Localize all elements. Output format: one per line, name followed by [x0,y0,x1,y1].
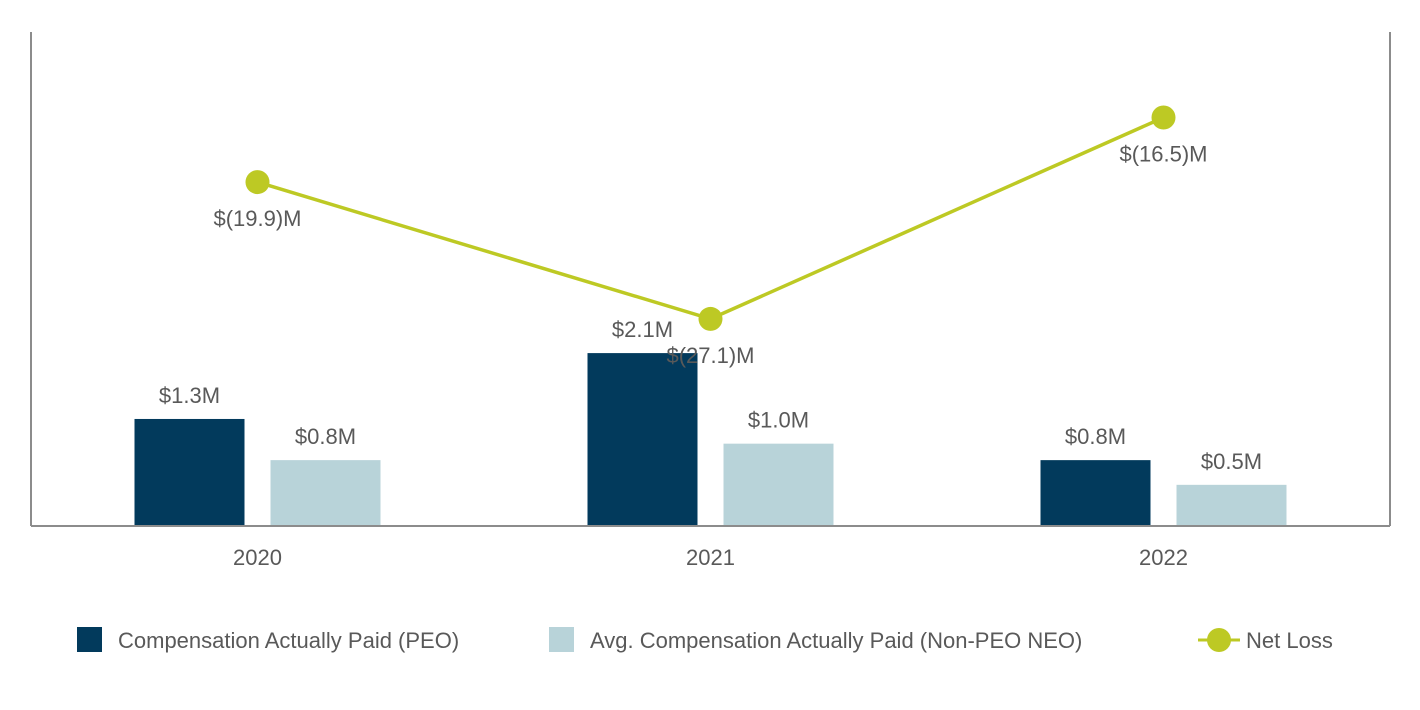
axes [30,32,1391,527]
x-tick-2021: 2021 [686,545,735,570]
legend-marker-net-loss [1207,628,1231,652]
legend-label-non-peo: Avg. Compensation Actually Paid (Non-PEO… [590,628,1082,653]
x-tick-2020: 2020 [233,545,282,570]
legend-label-peo: Compensation Actually Paid (PEO) [118,628,459,653]
net-loss-point-2022 [1151,105,1176,130]
bar-peo-2022 [1040,460,1151,526]
bar-label-peo-2021: $2.1M [612,317,673,342]
bar-peo-2021 [587,353,698,526]
line-layer: $(19.9)M $(27.1)M $(16.5)M [213,105,1208,368]
bar-label-peo-2020: $1.3M [159,383,220,408]
net-loss-label-2022: $(16.5)M [1119,142,1207,167]
bar-label-non-peo-2022: $0.5M [1201,449,1262,474]
legend-label-net-loss: Net Loss [1246,628,1333,653]
bar-label-non-peo-2021: $1.0M [748,408,809,433]
bar-label-non-peo-2020: $0.8M [295,424,356,449]
bar-label-group: $1.3M $0.8M $2.1M $1.0M $0.8M $0.5M [159,317,1262,474]
bar-non-peo-2020 [270,460,381,526]
x-tick-labels: 2020 2021 2022 [233,545,1188,570]
net-loss-label-2021: $(27.1)M [666,343,754,368]
bar-non-peo-2022 [1176,484,1287,526]
net-loss-point-2021 [698,306,723,331]
bar-group [134,353,1287,526]
bar-peo-2020 [134,418,245,526]
legend-swatch-non-peo [549,627,574,652]
net-loss-point-2020 [245,170,270,195]
net-loss-line [256,115,1165,321]
bar-non-peo-2021 [723,443,834,526]
legend-swatch-peo [77,627,102,652]
net-loss-label-2020: $(19.9)M [213,206,301,231]
legend: Compensation Actually Paid (PEO) Avg. Co… [77,627,1333,653]
bar-label-peo-2022: $0.8M [1065,424,1126,449]
x-tick-2022: 2022 [1139,545,1188,570]
